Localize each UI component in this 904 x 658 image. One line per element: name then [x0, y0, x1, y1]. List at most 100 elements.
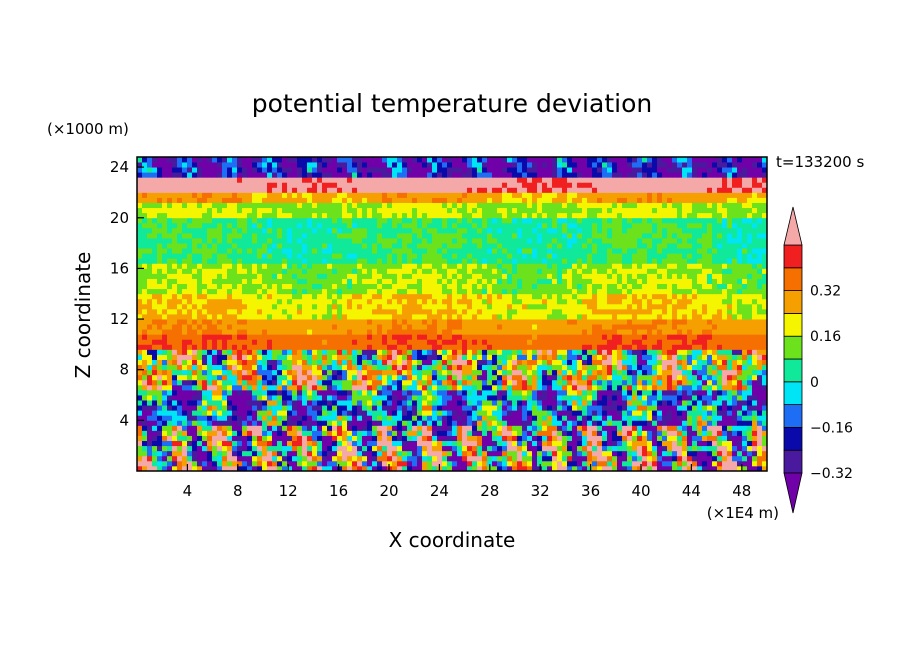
heatmap-cell [462, 395, 468, 401]
heatmap-cell [212, 379, 218, 386]
heatmap-cell [367, 314, 373, 320]
heatmap-cell [327, 460, 333, 467]
heatmap-cell [167, 334, 173, 340]
heatmap-cell [592, 298, 598, 305]
heatmap-cell [512, 349, 518, 355]
heatmap-cell [412, 379, 418, 386]
heatmap-cell [642, 379, 648, 386]
heatmap-cell [722, 354, 728, 360]
heatmap-cell [357, 329, 363, 335]
heatmap-cell [667, 395, 673, 401]
heatmap-cell [307, 288, 313, 295]
heatmap-cell [487, 314, 493, 320]
heatmap-cell [167, 278, 173, 285]
heatmap-cell [632, 374, 638, 381]
heatmap-cell [762, 369, 768, 376]
heatmap-cell [372, 298, 378, 305]
heatmap-cell [367, 420, 373, 426]
heatmap-cell [437, 374, 443, 381]
heatmap-cell [627, 349, 633, 355]
heatmap-cell [667, 389, 673, 396]
heatmap-cell [302, 308, 308, 315]
heatmap-cell [352, 450, 358, 457]
heatmap-cell [257, 354, 263, 360]
heatmap-cell [197, 319, 203, 325]
heatmap-cell [427, 273, 433, 279]
heatmap-cell [392, 435, 398, 442]
heatmap-cell [377, 349, 383, 355]
heatmap-cell [227, 339, 233, 345]
heatmap-cell [187, 283, 193, 290]
heatmap-cell [412, 405, 418, 411]
heatmap-cell [392, 455, 398, 462]
heatmap-cell [447, 369, 453, 376]
heatmap-cell [317, 415, 323, 421]
heatmap-cell [427, 334, 433, 340]
heatmap-cell [682, 308, 688, 315]
heatmap-cell [272, 369, 278, 376]
heatmap-cell [672, 405, 678, 411]
heatmap-cell [637, 298, 643, 305]
heatmap-cell [532, 314, 538, 320]
heatmap-cell [422, 298, 428, 305]
heatmap-cell [147, 435, 153, 442]
heatmap-cell [372, 339, 378, 345]
heatmap-cell [592, 334, 598, 340]
heatmap-cell [317, 374, 323, 381]
heatmap-cell [152, 293, 158, 300]
heatmap-cell [167, 384, 173, 391]
heatmap-cell [677, 283, 683, 290]
heatmap-cell [762, 425, 768, 431]
heatmap-cell [292, 420, 298, 426]
heatmap-cell [657, 420, 663, 426]
heatmap-cell [377, 364, 383, 371]
heatmap-cell [287, 314, 293, 320]
heatmap-cell [587, 435, 593, 442]
heatmap-cell [547, 415, 553, 421]
heatmap-cell [577, 324, 583, 330]
heatmap-cell [677, 298, 683, 305]
heatmap-cell [542, 369, 548, 376]
heatmap-cell [172, 288, 178, 295]
heatmap-cell [437, 430, 443, 436]
heatmap-cell [642, 435, 648, 442]
heatmap-cell [382, 395, 388, 401]
heatmap-cell [632, 273, 638, 279]
heatmap-cell [722, 283, 728, 290]
heatmap-cell [242, 460, 248, 467]
heatmap-cell [312, 430, 318, 436]
heatmap-cell [692, 400, 698, 406]
heatmap-cell [517, 389, 523, 396]
heatmap-cell [442, 334, 448, 340]
heatmap-cell [477, 283, 483, 290]
heatmap-cell [442, 465, 448, 472]
heatmap-cell [297, 283, 303, 290]
heatmap-cell [387, 445, 393, 452]
heatmap-cell [622, 450, 628, 457]
heatmap-cell [557, 359, 563, 366]
heatmap-cell [307, 319, 313, 325]
heatmap-cell [137, 354, 143, 360]
heatmap-cell [372, 273, 378, 279]
heatmap-cell [392, 273, 398, 279]
heatmap-cell [417, 460, 423, 467]
heatmap-cell [452, 308, 458, 315]
heatmap-cell [512, 460, 518, 467]
heatmap-cell [682, 379, 688, 386]
heatmap-cell [192, 359, 198, 366]
heatmap-cell [212, 314, 218, 320]
heatmap-cell [222, 278, 228, 285]
heatmap-cell [292, 430, 298, 436]
heatmap-cell [632, 319, 638, 325]
heatmap-cell [297, 389, 303, 396]
heatmap-cell [457, 329, 463, 335]
heatmap-cell [242, 445, 248, 452]
heatmap-cell [247, 324, 253, 330]
heatmap-cell [587, 455, 593, 462]
heatmap-cell [552, 460, 558, 467]
heatmap-cell [262, 450, 268, 457]
heatmap-cell [277, 455, 283, 462]
heatmap-cell [232, 400, 238, 406]
heatmap-cell [272, 445, 278, 452]
heatmap-cell [497, 369, 503, 376]
